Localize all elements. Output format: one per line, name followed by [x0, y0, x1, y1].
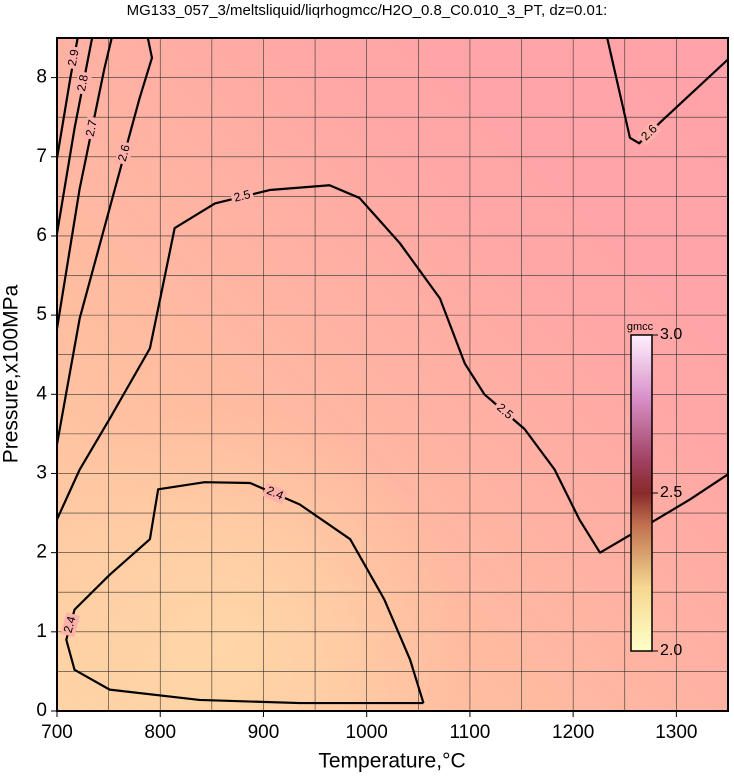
colorbar: gmcc 2.0 2.5 3.0 — [627, 321, 682, 659]
x-tick-label: 900 — [248, 722, 280, 743]
contour-line — [606, 38, 728, 145]
y-tick-label: 4 — [36, 383, 47, 404]
contour-line — [57, 184, 728, 554]
contour-label-bg — [491, 399, 518, 425]
contour-label-bg — [229, 187, 255, 207]
y-tick-label: 3 — [36, 462, 47, 483]
x-axis-label: Temperature,°C — [318, 750, 465, 773]
x-tick-label: 1100 — [449, 722, 490, 743]
colorbar-tick-label: 3.0 — [660, 326, 682, 343]
contour-label: 2.8 — [74, 73, 91, 92]
x-tick-label: 700 — [41, 722, 73, 743]
contour-label-bg — [114, 140, 135, 166]
contour-label-bg — [261, 482, 288, 505]
x-tick-label: 800 — [144, 722, 176, 743]
chart-title: MG133_057_3/meltsliquid/liqrhogmcc/H2O_0… — [127, 2, 608, 19]
y-tick-label: 7 — [36, 146, 47, 167]
y-tick-label: 2 — [36, 542, 47, 563]
x-tick-label: 1200 — [552, 722, 594, 743]
contour-label-bg — [65, 45, 83, 70]
axes: 700 800 900 1000 1100 1200 1300 0 1 2 3 4 5 6 7 8 — [36, 67, 697, 743]
y-axis-label: Pressure,x100MPa — [0, 284, 23, 463]
contour-label: 2.4 — [265, 483, 286, 503]
grid — [57, 38, 728, 711]
contour-label: 2.4 — [61, 614, 79, 634]
colorbar-label: gmcc — [627, 321, 654, 333]
contour-label: 2.6 — [115, 143, 133, 163]
colorbar-tick-label: 2.5 — [660, 484, 682, 501]
y-tick-label: 1 — [36, 621, 47, 642]
contour-label: 2.9 — [65, 48, 82, 67]
contour-label-bg — [83, 116, 102, 141]
plot-shading — [57, 38, 728, 711]
y-tick-label: 0 — [36, 700, 47, 721]
contour-label: 2.5 — [232, 187, 252, 205]
contours: 2.42.42.52.52.62.62.72.82.9 — [57, 38, 728, 705]
x-tick-label: 1300 — [655, 722, 697, 743]
contour-line — [57, 38, 94, 234]
plot-frame — [56, 37, 729, 712]
contour-label-bg — [74, 70, 93, 96]
contour-label-bg — [636, 120, 663, 146]
colorbar-tick-label: 2.0 — [660, 642, 682, 659]
colorbar-scale — [630, 334, 653, 652]
contour-label: 2.7 — [83, 118, 100, 137]
y-tick-label: 6 — [36, 225, 47, 246]
y-tick-label: 8 — [36, 67, 47, 88]
contour-label-bg — [60, 612, 81, 638]
contour-line — [65, 481, 425, 705]
x-tick-label: 1000 — [346, 722, 388, 743]
y-tick-label: 5 — [36, 304, 47, 325]
